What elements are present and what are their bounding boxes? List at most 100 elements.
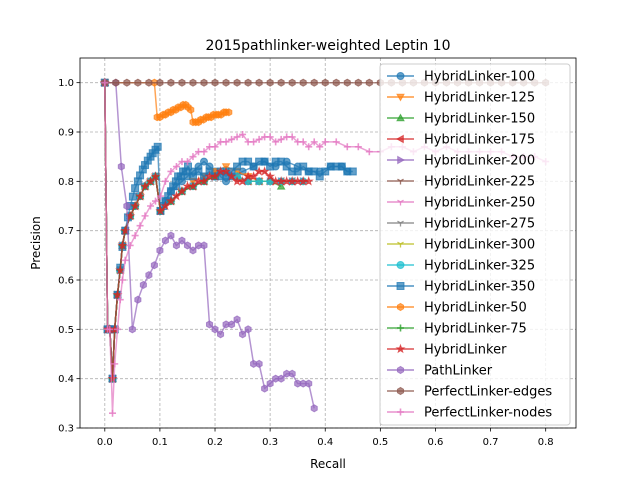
x-tick-label: 0.6 bbox=[428, 437, 444, 448]
y-tick-label: 0.7 bbox=[58, 226, 74, 237]
legend-box bbox=[379, 63, 571, 426]
data-point bbox=[183, 241, 191, 250]
series-hybridlinker bbox=[99, 77, 314, 383]
data-point bbox=[123, 201, 131, 211]
data-point bbox=[107, 373, 118, 383]
data-point bbox=[211, 143, 219, 151]
data-point bbox=[228, 135, 236, 143]
data-point bbox=[397, 220, 404, 227]
data-point bbox=[266, 162, 275, 171]
data-point bbox=[130, 200, 141, 211]
plot-frame bbox=[79, 57, 577, 429]
data-point bbox=[310, 78, 318, 87]
data-point bbox=[145, 176, 156, 186]
data-point bbox=[155, 205, 166, 216]
data-point bbox=[259, 166, 270, 176]
x-tick-label: 0.7 bbox=[483, 437, 499, 448]
legend-label: HybridLinker-50 bbox=[424, 301, 527, 316]
y-tick-label: 1.0 bbox=[58, 78, 74, 89]
data-point bbox=[396, 113, 405, 122]
chart-title: 2015pathlinker-weighted Leptin 10 bbox=[206, 38, 451, 54]
data-point bbox=[134, 295, 142, 304]
data-point bbox=[167, 167, 175, 175]
data-point bbox=[266, 78, 274, 87]
data-point bbox=[222, 78, 230, 87]
data-point bbox=[310, 167, 319, 176]
data-point bbox=[255, 135, 263, 143]
data-point bbox=[396, 386, 405, 396]
data-point bbox=[150, 171, 161, 181]
data-point bbox=[396, 261, 405, 269]
data-point bbox=[233, 315, 241, 324]
data-point bbox=[200, 157, 208, 166]
y-tick-label: 0.9 bbox=[58, 128, 74, 139]
data-point bbox=[111, 360, 119, 368]
data-point bbox=[299, 78, 307, 87]
data-point bbox=[244, 78, 252, 87]
data-point bbox=[156, 78, 164, 87]
legend-label: HybridLinker-275 bbox=[424, 217, 535, 232]
data-point bbox=[397, 408, 404, 416]
y-axis-label: Precision bbox=[29, 216, 43, 270]
data-point bbox=[128, 325, 136, 334]
data-point bbox=[115, 264, 126, 275]
y-tick-label: 0.8 bbox=[58, 177, 74, 188]
data-point bbox=[397, 155, 406, 165]
data-point bbox=[161, 177, 169, 185]
data-point bbox=[226, 171, 237, 181]
legend: HybridLinker-100 HybridLinker-125 HybridLi… bbox=[379, 63, 571, 426]
legend-entries: HybridLinker-100 HybridLinker-125 HybridLi… bbox=[387, 70, 552, 421]
y-tick-label: 0.3 bbox=[58, 424, 74, 435]
legend-label: HybridLinker-300 bbox=[424, 238, 535, 253]
data-point bbox=[316, 143, 324, 151]
data-point bbox=[121, 256, 129, 264]
data-point bbox=[101, 79, 109, 87]
data-point bbox=[395, 134, 404, 144]
data-point bbox=[261, 384, 269, 393]
legend-label: HybridLinker-250 bbox=[424, 196, 535, 211]
data-point bbox=[305, 143, 313, 151]
legend-label: PerfectLinker-edges bbox=[424, 385, 552, 400]
data-point bbox=[189, 78, 197, 87]
legend-label: HybridLinker-325 bbox=[424, 259, 535, 274]
data-point bbox=[265, 171, 276, 181]
data-point bbox=[233, 162, 242, 171]
data-point bbox=[128, 192, 137, 201]
series-pathlinker bbox=[101, 78, 318, 413]
legend-label: PathLinker bbox=[424, 364, 493, 379]
data-point bbox=[332, 78, 340, 87]
data-point bbox=[277, 157, 286, 166]
data-point bbox=[117, 240, 128, 250]
legend-label: HybridLinker-175 bbox=[424, 133, 535, 148]
x-tick-label: 0.3 bbox=[262, 437, 278, 448]
data-point bbox=[172, 241, 180, 250]
data-point bbox=[200, 241, 208, 250]
data-point bbox=[303, 176, 314, 186]
data-point bbox=[255, 359, 263, 368]
data-point bbox=[131, 232, 139, 240]
data-point bbox=[396, 365, 405, 375]
data-point bbox=[113, 325, 121, 333]
legend-entry: HybridLinker-75 bbox=[387, 322, 527, 337]
legend-entry: HybridLinker-250 bbox=[387, 196, 535, 211]
legend-entry: HybridLinker-150 bbox=[387, 112, 535, 127]
data-point bbox=[365, 78, 373, 87]
data-point bbox=[200, 148, 208, 156]
data-point bbox=[178, 78, 186, 87]
data-point bbox=[395, 343, 406, 354]
data-point bbox=[126, 241, 134, 249]
data-point bbox=[397, 241, 404, 248]
data-point bbox=[260, 157, 269, 166]
x-tick-label: 0.2 bbox=[207, 437, 223, 448]
data-point bbox=[189, 246, 197, 255]
data-point bbox=[277, 374, 285, 383]
data-point bbox=[396, 282, 405, 290]
data-point bbox=[141, 212, 149, 220]
data-point bbox=[153, 142, 162, 151]
data-point bbox=[396, 72, 405, 80]
legend-label: HybridLinker bbox=[424, 343, 507, 358]
legend-entry: HybridLinker-100 bbox=[387, 70, 535, 85]
x-tick-label: 0.8 bbox=[538, 437, 554, 448]
data-point bbox=[189, 153, 197, 161]
